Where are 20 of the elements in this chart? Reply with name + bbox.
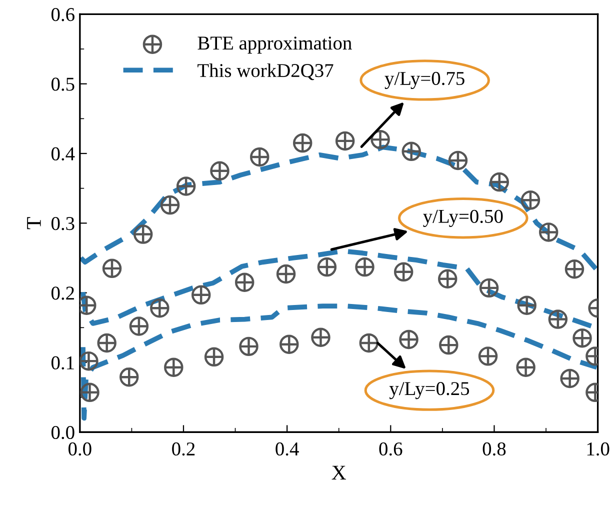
x-tick-label: 0.2 [172,442,195,456]
legend-label: BTE approximation [198,36,352,54]
y-tick-label: 0.2 [51,286,74,300]
y-tick-label: 0.1 [51,356,74,370]
x-tick-label: 0.0 [68,442,92,456]
annotation: y/Ly=0.25 [389,382,470,400]
y-tick-label: 0.6 [51,8,74,22]
annotation: y/Ly=0.50 [423,210,503,227]
x-tick-label: 0.8 [482,442,506,456]
annotation: y/Ly=0.75 [384,72,464,90]
y-tick-label: 0.0 [51,426,74,440]
x-tick-label: 0.6 [379,442,402,456]
y-tick-label: 0.5 [51,78,74,91]
legend-label: This workD2Q37 [198,63,334,80]
x-axis-title: X [332,466,346,480]
x-tick-label: 0.4 [276,442,299,456]
y-tick-label: 0.4 [51,147,75,161]
x-tick-label: 1.0 [587,442,610,456]
y-axis-title: T [27,217,41,230]
y-tick-label: 0.3 [51,216,74,230]
